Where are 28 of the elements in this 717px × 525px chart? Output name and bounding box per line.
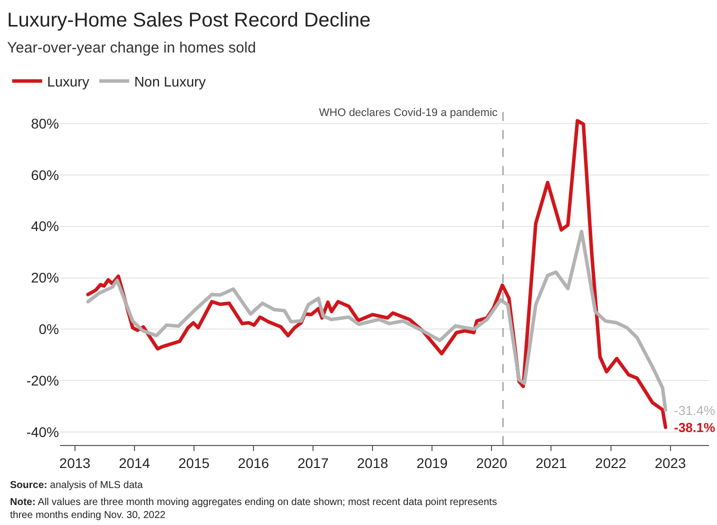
y-tick-label: 60% — [30, 166, 59, 183]
x-tick-label: 2023 — [654, 454, 686, 471]
legend-label: Luxury — [47, 73, 90, 90]
legend-label: Non Luxury — [134, 73, 206, 90]
text: Note: All values are three month moving aggregates ending on date shown; most recent data point represents three months ending Nov. 30, 2022 — [10, 497, 497, 521]
y-tick-label: 80% — [30, 115, 59, 132]
x-tick-label: 2017 — [297, 454, 329, 471]
x-tick-label: 2018 — [357, 454, 388, 471]
y-tick-label: 20% — [30, 270, 59, 286]
x-tick-label: 2021 — [536, 454, 567, 471]
y-tick-label: 40% — [30, 218, 59, 234]
chart-subtitle: Year-over-year change in homes sold — [7, 39, 256, 56]
chart-title: Luxury-Home Sales Post Record Decline — [7, 9, 371, 32]
line-series — [86, 230, 668, 412]
x-tick-label: 2022 — [595, 454, 627, 471]
y-tick-label: 0% — [38, 321, 59, 338]
x-tick-label: 2013 — [59, 454, 91, 471]
data-label: -31.4% — [674, 403, 716, 418]
source-note: Source: analysis of MLS data — [10, 480, 144, 491]
x-tick-label: 2015 — [178, 454, 210, 471]
x-tick-label: 2019 — [416, 454, 448, 471]
data-label: -38.1% — [674, 420, 716, 435]
y-tick-label: -40% — [26, 424, 59, 440]
x-tick-label: 2014 — [118, 454, 150, 471]
x-tick-label: 2016 — [238, 454, 270, 471]
y-tick-label: -20% — [26, 372, 59, 389]
ref-line-label: WHO declares Covid-19 a pandemic — [319, 107, 498, 119]
x-tick-label: 2020 — [476, 454, 508, 471]
